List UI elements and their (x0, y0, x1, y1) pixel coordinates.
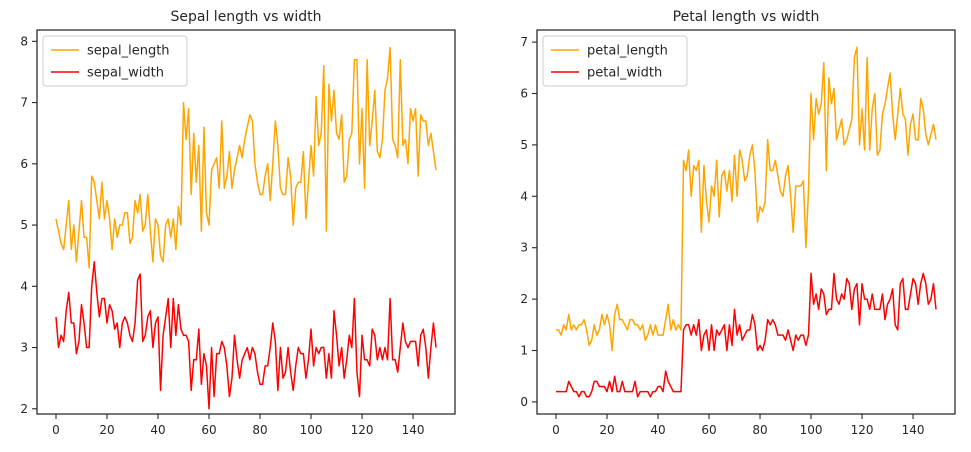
y-tick-label: 7 (520, 35, 528, 49)
x-tick-label: 140 (402, 423, 425, 437)
legend-box (542, 35, 688, 87)
x-tick-label: 0 (552, 423, 560, 437)
chart-title: Sepal length vs width (171, 9, 322, 25)
x-tick-label: 120 (851, 423, 874, 437)
x-tick-label: 100 (800, 423, 823, 437)
legend-box (42, 35, 188, 87)
legend: sepal_length sepal_width (42, 35, 188, 87)
x-tick-label: 120 (351, 423, 374, 437)
x-tick-label: 40 (650, 423, 665, 437)
series-line-petal-length (556, 46, 937, 352)
axes-frame (536, 29, 956, 415)
legend-label-petal-width: petal_width (587, 66, 662, 81)
chart-panel-1: Sepal length vs width 0 20 40 60 80 100 120 140 2… (20, 9, 456, 437)
legend-label-sepal-length: sepal_length (87, 44, 170, 59)
x-tick-label: 140 (902, 423, 925, 437)
y-tick-label: 2 (20, 402, 28, 416)
chart-title: Petal length vs width (673, 9, 820, 25)
legend: petal_length petal_width (542, 35, 688, 87)
x-tick-label: 80 (752, 423, 767, 437)
y-tick-label: 6 (520, 86, 528, 100)
y-tick-label: 1 (520, 344, 528, 358)
y-tick-label: 3 (20, 341, 28, 355)
y-tick-label: 2 (520, 292, 528, 306)
y-tick-label: 6 (20, 157, 28, 171)
legend-label-sepal-width: sepal_width (87, 66, 164, 81)
x-tick-label: 60 (701, 423, 716, 437)
y-tick-label: 4 (20, 279, 28, 293)
series-line-sepal-length (55, 46, 437, 269)
y-tick-label: 8 (20, 34, 28, 48)
y-tick-label: 4 (520, 189, 528, 203)
y-tick-label: 5 (20, 218, 28, 232)
x-tick-label: 40 (150, 423, 165, 437)
x-tick-label: 20 (599, 423, 614, 437)
series-line-sepal-width (55, 261, 437, 410)
y-tick-label: 3 (520, 241, 528, 255)
axes-frame (36, 29, 456, 415)
x-tick-label: 20 (99, 423, 114, 437)
chart-panel-2: Petal length vs width 0 20 40 60 80 100 120 140 0… (520, 9, 956, 437)
legend-label-petal-length: petal_length (587, 44, 668, 59)
y-tick-label: 5 (520, 138, 528, 152)
x-tick-label: 60 (201, 423, 216, 437)
x-tick-label: 80 (252, 423, 267, 437)
series-line-petal-width (556, 272, 937, 398)
y-tick-label: 0 (520, 395, 528, 409)
x-tick-label: 100 (300, 423, 323, 437)
x-tick-label: 0 (52, 423, 60, 437)
y-tick-label: 7 (20, 96, 28, 110)
